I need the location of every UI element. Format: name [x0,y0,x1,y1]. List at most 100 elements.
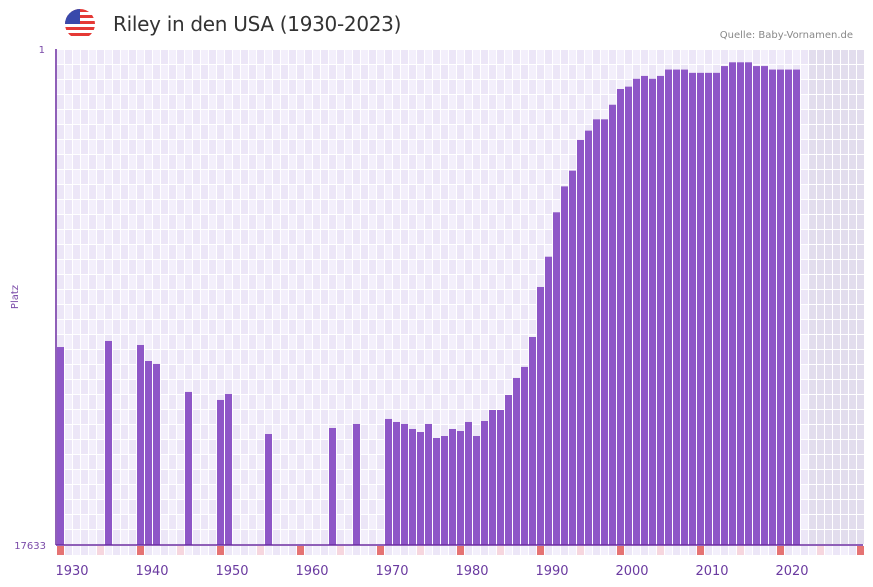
grid-cell [857,260,864,274]
grid-cell [849,215,856,229]
grid-cell [169,485,176,499]
grid-cell [361,155,368,169]
grid-cell [433,290,440,304]
year-marker-1934 [89,546,96,555]
grid-cell [145,95,152,109]
grid-cell [345,245,352,259]
grid-cell [689,65,696,79]
grid-cell [537,275,544,289]
grid-cell [345,380,352,394]
grid-cell [449,275,456,289]
grid-cell [185,80,192,94]
grid-cell [89,230,96,244]
grid-cell [273,485,280,499]
grid-cell [201,65,208,79]
grid-cell [281,110,288,124]
grid-cell [81,275,88,289]
grid-cell [153,245,160,259]
grid-cell [353,395,360,409]
grid-cell [369,515,376,529]
grid-cell [457,170,464,184]
grid-cell [265,65,272,79]
year-marker-1961 [305,546,312,555]
grid-cell [401,290,408,304]
grid-cell [273,380,280,394]
year-markers [57,546,864,555]
grid-cell [577,80,584,94]
grid-cell [817,275,824,289]
grid-cell [97,275,104,289]
grid-cell [465,275,472,289]
grid-cell [129,200,136,214]
grid-cell [201,425,208,439]
grid-cell [441,410,448,424]
grid-cell [153,305,160,319]
grid-cell [433,320,440,334]
grid-cell [257,410,264,424]
grid-cell [833,440,840,454]
grid-cell [177,110,184,124]
grid-cell [625,65,632,79]
grid-cell [857,455,864,469]
grid-cell [473,335,480,349]
grid-cell [297,335,304,349]
grid-cell [177,365,184,379]
grid-cell [833,425,840,439]
grid-cell [593,80,600,94]
grid-cell [337,275,344,289]
grid-cell [521,125,528,139]
grid-cell [481,335,488,349]
grid-cell [409,170,416,184]
grid-cell [497,380,504,394]
grid-cell [409,125,416,139]
grid-cell [833,155,840,169]
grid-cell [137,260,144,274]
grid-cell [65,50,72,64]
grid-cell [441,155,448,169]
year-marker-2005 [657,546,664,555]
grid-cell [825,425,832,439]
grid-cell [377,275,384,289]
year-marker-1978 [441,546,448,555]
grid-cell [353,95,360,109]
grid-cell [361,290,368,304]
grid-cell [217,200,224,214]
grid-cell [369,320,376,334]
grid-cell [345,215,352,229]
grid-cell [281,425,288,439]
grid-cell [305,515,312,529]
grid-cell [169,320,176,334]
grid-cell [257,305,264,319]
grid-cell [273,515,280,529]
grid-cell [329,395,336,409]
grid-cell [377,335,384,349]
grid-cell [817,110,824,124]
grid-cell [321,365,328,379]
grid-cell [249,230,256,244]
grid-cell [201,200,208,214]
grid-cell [281,245,288,259]
grid-cell [113,485,120,499]
bar-2013 [721,66,728,545]
year-marker-2008 [681,546,688,555]
grid-cell [81,530,88,544]
grid-cell [321,200,328,214]
grid-cell [377,65,384,79]
grid-cell [545,110,552,124]
grid-cell [377,110,384,124]
grid-cell [321,140,328,154]
grid-cell [105,320,112,334]
grid-cell [417,215,424,229]
grid-cell [241,485,248,499]
grid-cell [409,335,416,349]
grid-cell [505,275,512,289]
grid-cell [241,365,248,379]
grid-cell [513,125,520,139]
grid-cell [825,410,832,424]
grid-cell [857,110,864,124]
grid-cell [457,230,464,244]
grid-cell [433,305,440,319]
source-link[interactable]: Quelle: Baby-Vornamen.de [719,30,853,41]
year-marker-1976 [425,546,432,555]
grid-cell [393,95,400,109]
